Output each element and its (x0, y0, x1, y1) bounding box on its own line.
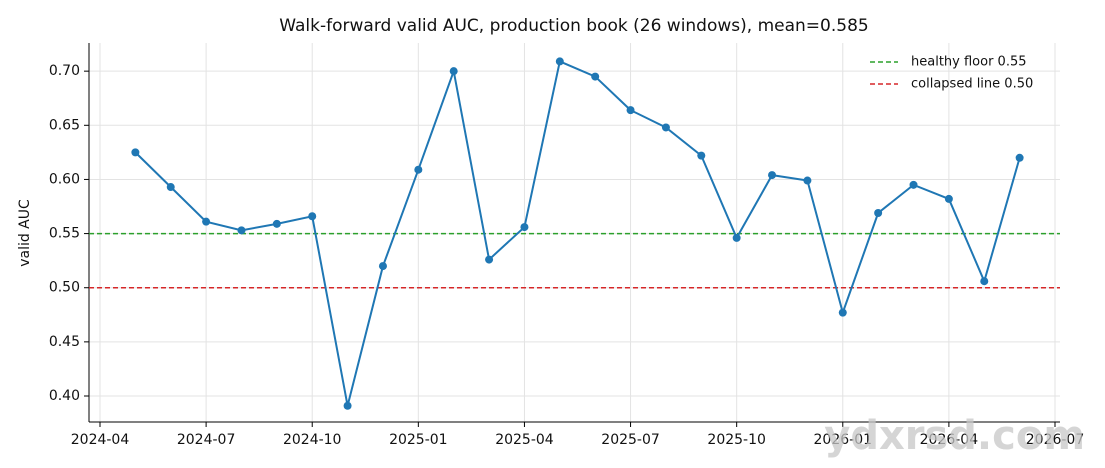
point (697, 151, 706, 160)
y-tick-label: 0.40 (49, 388, 80, 404)
point (237, 226, 246, 235)
point (909, 180, 918, 189)
x-tick-label: 2025-04 (495, 432, 554, 448)
point (166, 183, 175, 192)
line (134, 60, 1021, 407)
point (343, 401, 352, 410)
watermark: ydxrsd.com (824, 413, 1085, 459)
legend-label: healthy floor 0.55 (911, 55, 1027, 70)
y-axis-label: valid AUC (17, 199, 33, 267)
chart-title: Walk-forward valid AUC, production book … (279, 16, 868, 36)
x-tick-label: 2025-07 (601, 432, 660, 448)
point (732, 233, 741, 242)
point (378, 262, 387, 271)
y-tick-label: 0.45 (49, 334, 80, 350)
point (768, 171, 777, 180)
y-tick-label: 0.55 (49, 226, 80, 242)
point (202, 217, 211, 226)
y-tick-label: 0.70 (49, 63, 80, 79)
point (308, 212, 317, 221)
point (1015, 153, 1024, 162)
point (803, 176, 812, 185)
legend-label: collapsed line 0.50 (911, 77, 1033, 92)
x-tick-label: 2024-04 (71, 432, 130, 448)
x-tick-label: 2025-10 (707, 432, 766, 448)
x-tick-label: 2026-07 (1026, 432, 1085, 448)
point (626, 106, 635, 115)
point (414, 165, 423, 174)
point (272, 219, 281, 228)
point (485, 255, 494, 264)
point (980, 277, 989, 286)
x-tick-label: 2026-01 (814, 432, 873, 448)
x-tick-label: 2025-01 (389, 432, 448, 448)
point (131, 148, 140, 157)
y-tick-label: 0.60 (49, 171, 80, 187)
point (838, 308, 847, 317)
x-tick-label: 2026-04 (920, 432, 979, 448)
point (944, 194, 953, 203)
y-tick-label: 0.65 (49, 117, 80, 133)
x-tick-label: 2024-07 (177, 432, 236, 448)
y-tick-label: 0.50 (49, 280, 80, 296)
x-tick-label: 2024-10 (283, 432, 342, 448)
point (874, 209, 883, 218)
point (591, 72, 600, 81)
point (520, 223, 529, 232)
point (661, 123, 670, 132)
point (555, 57, 564, 66)
point (449, 67, 458, 76)
